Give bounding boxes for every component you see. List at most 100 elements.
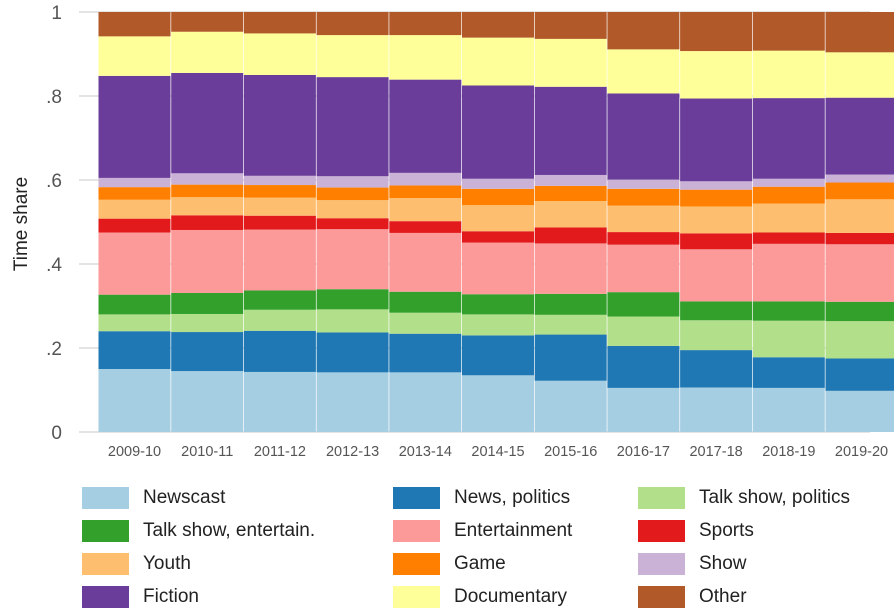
x-tick-label: 2012-13 (326, 444, 379, 460)
bar-segment (98, 199, 171, 219)
bar-segment (607, 387, 680, 432)
bar-segment (98, 187, 171, 200)
bar-segment (825, 232, 894, 245)
bar-segment (752, 320, 825, 358)
legend-label: Newscast (143, 487, 226, 508)
legend-swatch (638, 586, 685, 608)
bar-segment (171, 12, 244, 32)
y-axis-label: Time share (11, 177, 32, 271)
bar-segment (316, 200, 389, 219)
bar-segment (389, 221, 462, 233)
y-tick-label: 1 (51, 3, 62, 24)
y-tick-labels: 0 .2 .4 .6 .8 1 (46, 3, 62, 444)
bar-segment (680, 350, 753, 388)
bar-segment (389, 232, 462, 292)
bar-segment (243, 290, 316, 310)
bar-segment (389, 12, 462, 36)
bar-segment (607, 232, 680, 245)
bars (98, 12, 894, 432)
bar-segment (462, 314, 534, 336)
bar-segment (462, 294, 534, 315)
bar-segment (534, 38, 607, 87)
bar-segment (607, 188, 680, 206)
bar-segment (462, 37, 534, 86)
bar-segment (680, 320, 753, 351)
bar-segment (243, 185, 316, 198)
legend-item: Sports (638, 519, 754, 543)
bar-segment (389, 185, 462, 199)
bar-segment (389, 372, 462, 432)
bar-segment (171, 72, 244, 174)
bar-segment (534, 12, 607, 39)
legend-swatch (82, 487, 129, 509)
bar-segment (752, 243, 825, 302)
bar-segment (243, 33, 316, 75)
legend-swatch (393, 520, 440, 542)
bar-segment (607, 316, 680, 346)
legend-item: Entertainment (393, 519, 572, 543)
bar-segment (462, 375, 534, 432)
y-tick-label: 0 (51, 423, 62, 444)
bar-segment (243, 309, 316, 331)
legend-swatch (638, 520, 685, 542)
bar-segment (171, 332, 244, 372)
legend-label: Entertainment (454, 520, 573, 541)
bar-segment (171, 31, 244, 73)
bar-segment (98, 331, 171, 369)
bar-segment (607, 179, 680, 189)
bar-segment (462, 85, 534, 179)
bar-segment (171, 215, 244, 230)
bar-segment (825, 52, 894, 98)
legend: Newscast News, politics Talk show, politic… (82, 483, 894, 614)
bar-segment (389, 79, 462, 173)
legend-swatch (82, 553, 129, 575)
legend-swatch (393, 586, 440, 608)
legend-swatch (393, 553, 440, 575)
bar-segment (316, 35, 389, 78)
x-tick-label: 2015-16 (544, 444, 597, 460)
bar-segment (607, 205, 680, 233)
x-tick-label: 2014-15 (471, 444, 524, 460)
bar-segment (825, 358, 894, 391)
legend-label: Youth (143, 553, 191, 574)
bar-segment (680, 51, 753, 99)
bar-segment (607, 345, 680, 388)
bar-segment (243, 215, 316, 230)
bar-segment (316, 332, 389, 373)
y-tick-label: .8 (46, 87, 62, 108)
legend-swatch (638, 487, 685, 509)
legend-swatch (82, 586, 129, 608)
bar-segment (316, 187, 389, 201)
bar-segment (752, 178, 825, 187)
bar-segment (534, 380, 607, 432)
bar-segment (752, 12, 825, 51)
bar-segment (534, 174, 607, 186)
bar-segment (316, 372, 389, 432)
bar-segment (98, 369, 171, 432)
bar-segment (98, 12, 171, 37)
bar-segment (316, 229, 389, 290)
bar-segment (752, 50, 825, 99)
bar-segment (825, 244, 894, 302)
bar-segment (98, 232, 171, 295)
legend-item: Newscast (82, 486, 225, 510)
bar-segment (98, 294, 171, 315)
bar-segment (607, 12, 680, 50)
bar-segment (171, 371, 244, 432)
legend-label: Documentary (454, 586, 567, 607)
bar-segment (680, 189, 753, 207)
x-tick-label: 2018-19 (762, 444, 815, 460)
bar-segment (171, 313, 244, 333)
x-tick-label: 2010-11 (181, 444, 233, 460)
legend-item: Game (393, 552, 506, 576)
legend-label: Show (699, 553, 747, 574)
legend-item: Show (638, 552, 747, 576)
bar-segment (316, 77, 389, 177)
x-tick-label: 2016-17 (617, 444, 670, 460)
bar-segment (534, 201, 607, 228)
bar-segment (462, 205, 534, 232)
bar-segment (171, 292, 244, 314)
bar-segment (389, 35, 462, 80)
legend-label: Other (699, 586, 747, 607)
legend-item: Fiction (82, 585, 199, 609)
